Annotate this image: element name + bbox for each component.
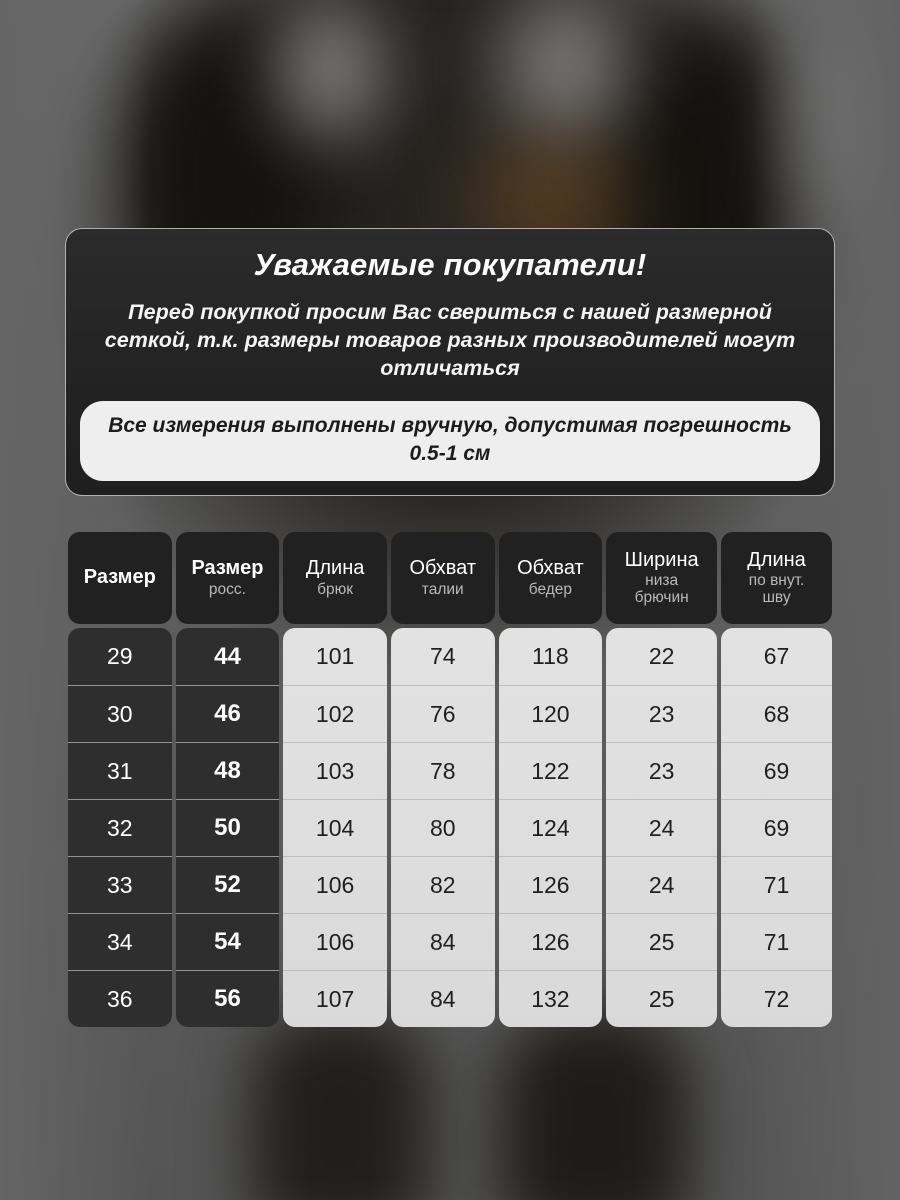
column-header-subtitle: по внут. шву: [748, 572, 805, 607]
column-header-subtitle: талии: [421, 580, 464, 598]
table-cell: 126: [498, 856, 603, 913]
table-cell: 84: [390, 970, 495, 1027]
table-cell: 23: [606, 685, 718, 742]
table-cell: 29: [107, 643, 133, 669]
column-header-title: Обхват: [409, 557, 477, 580]
table-cell: 78: [390, 742, 495, 799]
column-header-title: Длина: [747, 548, 806, 571]
column-cells-3: 101 102 103 104 106 106 107: [283, 628, 387, 1027]
column-header-title: Ширина: [624, 548, 699, 571]
table-cell: 122: [498, 742, 603, 799]
table-cell: 25: [606, 970, 718, 1027]
column-header-subtitle: брюк: [317, 580, 354, 598]
column-header-7: Длина по внут. шву: [721, 532, 832, 624]
table-cell: 30: [68, 685, 172, 742]
column-header-title: Обхват: [517, 557, 584, 580]
column-header-subtitle: росс.: [208, 580, 246, 598]
table-cell: 101: [315, 643, 355, 669]
notice-title: Уважаемые покупатели!: [253, 247, 647, 282]
table-cell: 54: [175, 913, 280, 970]
table-cell: 68: [721, 685, 832, 742]
size-table-column-6: Ширина низа брючин 22 23 23 24 24 25 25: [606, 532, 718, 1027]
column-header-title: Длина: [305, 557, 365, 580]
column-header-6: Ширина низа брючин: [606, 532, 718, 624]
table-cell: 76: [390, 685, 495, 742]
table-cell: 33: [68, 856, 172, 913]
size-table-column-4: Обхват талии 74 76 78 80 82 84 84: [390, 532, 495, 1027]
column-cells-6: 22 23 23 24 24 25 25: [606, 628, 718, 1027]
table-cell: 84: [390, 913, 495, 970]
column-cells-7: 67 68 69 69 71 71 72: [721, 628, 832, 1027]
table-cell: 126: [498, 913, 603, 970]
table-cell: 31: [68, 742, 172, 799]
background-highlight-center: [500, 0, 630, 140]
size-table-column-5: Обхват бедер 118 120 122 124 126 126 132: [498, 532, 603, 1027]
table-cell: 23: [606, 742, 718, 799]
size-table-column-7: Длина по внут. шву 67 68 69 69 71 71 72: [721, 532, 832, 1027]
table-cell: 22: [648, 643, 675, 669]
table-cell: 24: [606, 799, 718, 856]
table-cell: 32: [68, 799, 172, 856]
column-cells-4: 74 76 78 80 82 84 84: [390, 628, 495, 1027]
column-header-5: Обхват бедер: [498, 532, 603, 624]
column-cells-5: 118 120 122 124 126 126 132: [498, 628, 603, 1027]
size-chart-table: Размер 29 30 31 32 33 34 36 Размер росс. 44 46 48 50 5…: [68, 532, 832, 1027]
table-cell: 71: [721, 913, 832, 970]
column-header-subtitle: низа брючин: [634, 572, 689, 607]
table-cell: 104: [283, 799, 387, 856]
table-cell: 71: [721, 856, 832, 913]
column-header-subtitle: бедер: [528, 580, 573, 598]
table-cell: 56: [175, 970, 280, 1027]
table-cell: 34: [68, 913, 172, 970]
column-header-title: Размер: [191, 557, 264, 580]
table-cell: 67: [763, 643, 790, 669]
background-leg-right: [500, 1010, 690, 1200]
table-cell: 120: [498, 685, 603, 742]
column-header-4: Обхват талии: [390, 532, 495, 624]
table-cell: 36: [68, 970, 172, 1027]
table-cell: 103: [283, 742, 387, 799]
table-cell: 106: [283, 856, 387, 913]
size-table-column-2: Размер росс. 44 46 48 50 52 54 56: [175, 532, 280, 1027]
column-cells-2: 44 46 48 50 52 54 56: [175, 628, 280, 1027]
table-cell: 102: [283, 685, 387, 742]
table-cell: 72: [721, 970, 832, 1027]
table-cell: 107: [283, 970, 387, 1027]
table-cell: 74: [429, 643, 456, 669]
table-cell: 24: [606, 856, 718, 913]
table-cell: 118: [532, 643, 569, 669]
notice-body-text: Перед покупкой просим Вас свериться с на…: [104, 299, 796, 381]
column-header-1: Размер: [68, 532, 172, 624]
size-table-column-1: Размер 29 30 31 32 33 34 36: [68, 532, 172, 1027]
column-cells-1: 29 30 31 32 33 34 36: [68, 628, 172, 1027]
table-cell: 106: [283, 913, 387, 970]
table-cell: 82: [390, 856, 495, 913]
table-cell: 69: [721, 799, 832, 856]
table-cell: 80: [390, 799, 495, 856]
column-header-3: Длина брюк: [283, 532, 387, 624]
column-header-2: Размер росс.: [175, 532, 280, 624]
table-cell: 50: [175, 799, 280, 856]
table-cell: 44: [214, 642, 241, 670]
background-highlight-left: [275, 0, 385, 140]
size-table-column-3: Длина брюк 101 102 103 104 106 106 107: [283, 532, 387, 1027]
background-leg-left: [250, 1010, 430, 1200]
table-cell: 132: [498, 970, 603, 1027]
table-cell: 46: [175, 685, 280, 742]
column-header-title: Размер: [83, 566, 156, 589]
measurement-disclaimer: Все измерения выполнены вручную, допусти…: [80, 400, 820, 481]
table-cell: 124: [498, 799, 603, 856]
notice-card: Уважаемые покупатели! Перед покупкой про…: [65, 228, 835, 496]
table-cell: 52: [175, 856, 280, 913]
table-cell: 48: [175, 742, 280, 799]
table-cell: 25: [606, 913, 718, 970]
table-cell: 69: [721, 742, 832, 799]
